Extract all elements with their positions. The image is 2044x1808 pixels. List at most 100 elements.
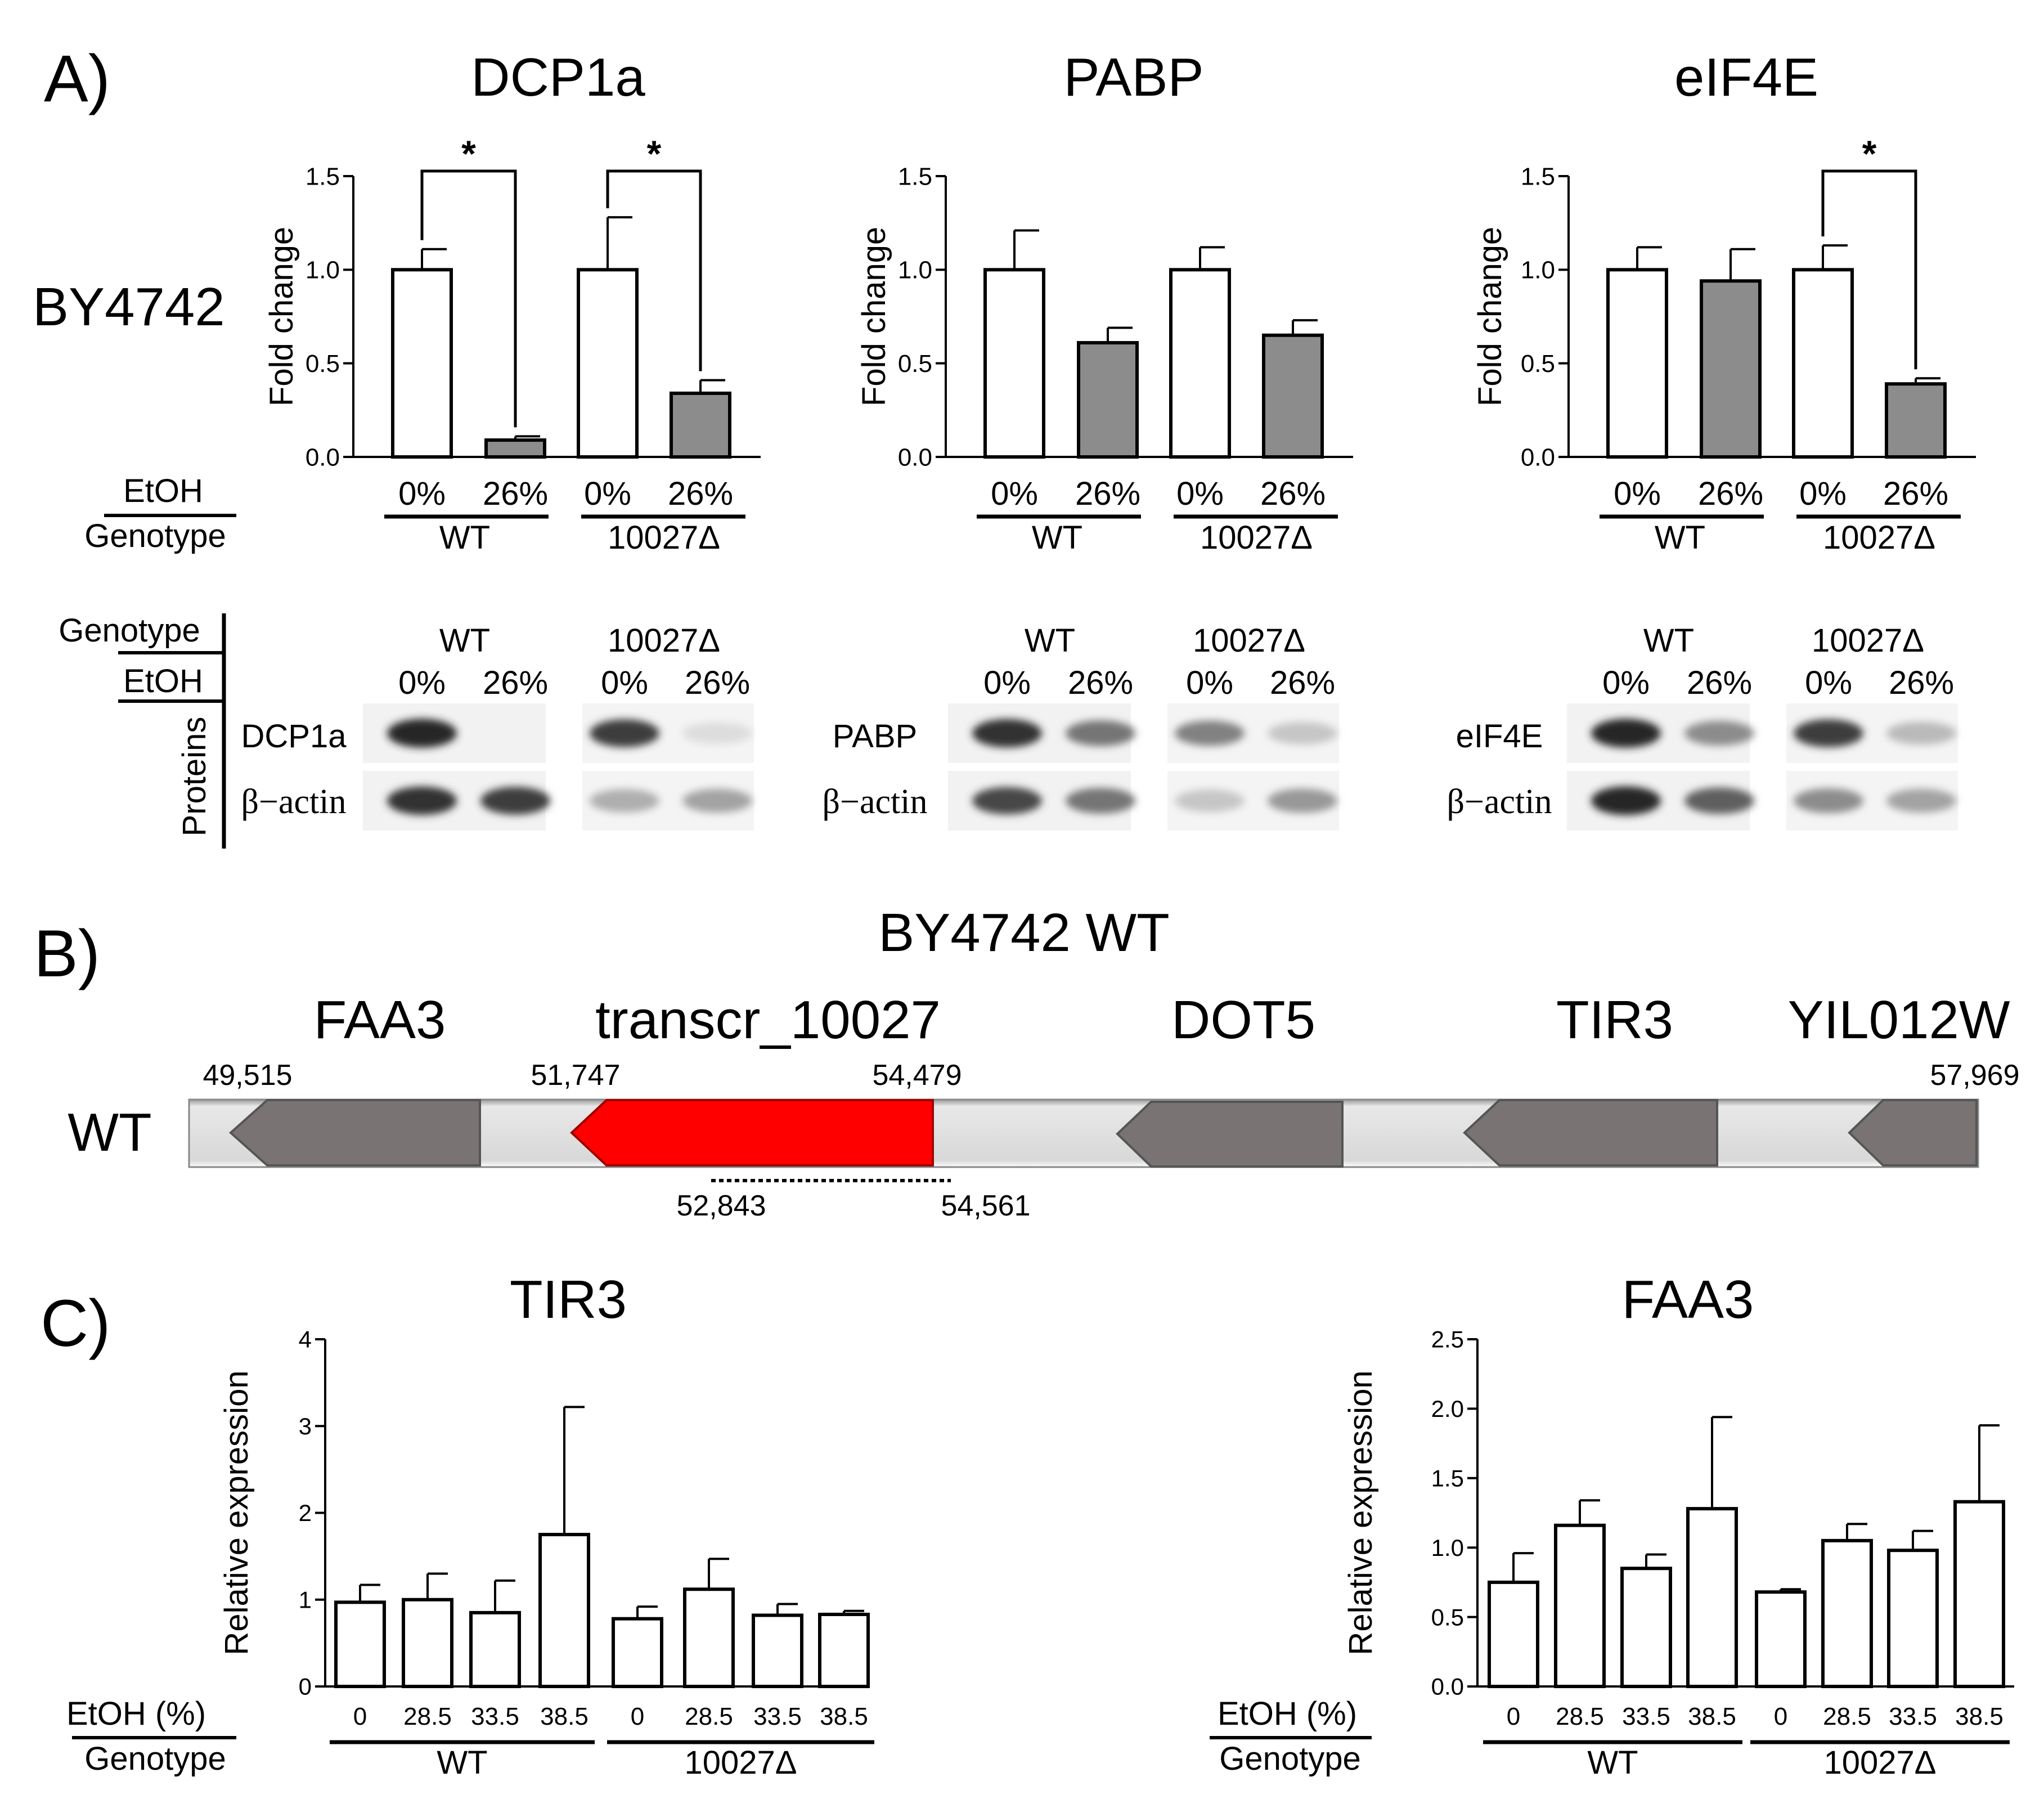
- genotype-row-label: Genotype: [84, 518, 226, 554]
- blot-band: [682, 722, 752, 744]
- bar: [1885, 382, 1947, 459]
- gene-label: DOT5: [1171, 990, 1315, 1050]
- blot-band: [1175, 720, 1245, 746]
- y-tick-label: 2: [299, 1500, 312, 1526]
- blot-band: [972, 787, 1042, 815]
- blot-band: [387, 786, 457, 815]
- y-tick-label: 1.0: [1431, 1535, 1464, 1561]
- category-label: 33.5: [1889, 1703, 1937, 1730]
- bar: [469, 1610, 521, 1688]
- y-tick-label: 1.0: [1521, 257, 1555, 284]
- blot-band: [1175, 789, 1245, 812]
- significance-star: *: [647, 133, 662, 174]
- category-label: 26%: [483, 475, 548, 512]
- etoh-percent-row-label: EtOH (%): [66, 1695, 206, 1732]
- bar: [1953, 1500, 2005, 1689]
- bar: [402, 1598, 453, 1688]
- y-tick-label: 0.0: [1521, 443, 1555, 471]
- blot-lane-label: 0%: [1602, 665, 1650, 701]
- y-tick-label: 1.5: [898, 163, 932, 190]
- category-label: 38.5: [540, 1703, 589, 1730]
- y-tick-label: 0: [299, 1674, 312, 1700]
- bar: [752, 1613, 803, 1688]
- chart-tir3: TIR3 Relative expression 0 1 2 3 4 0 28.5 33.5 38.…: [218, 1269, 874, 1781]
- blot-genotype-label: Genotype: [59, 612, 200, 649]
- y-axis-label: Fold change: [263, 227, 300, 406]
- blot-group-label-wt: WT: [1643, 622, 1694, 659]
- blot-protein-label: PABP: [833, 718, 917, 755]
- chart-title: FAA3: [1622, 1269, 1754, 1330]
- y-axis-label: Fold change: [1472, 227, 1508, 406]
- bar: [391, 268, 453, 459]
- group-label-ko: 10027Δ: [608, 519, 720, 556]
- category-label: 33.5: [471, 1703, 519, 1730]
- blot-eif4e: WT 10027Δ 0% 26% 0% 26% eIF4E β−actin: [1447, 622, 1958, 831]
- blot-band: [1886, 721, 1956, 745]
- gene-arrow-tir3: [1463, 1099, 1718, 1167]
- blot-band: [480, 787, 550, 815]
- gene-label: YIL012W: [1788, 990, 2010, 1050]
- blot-band: [387, 719, 457, 748]
- category-label: 28.5: [1823, 1703, 1871, 1730]
- y-axis-label: Fold change: [856, 227, 892, 406]
- group-label-wt: WT: [1032, 519, 1082, 556]
- bar: [1887, 1549, 1939, 1688]
- blot-group-label-ko: 10027Δ: [1193, 622, 1305, 659]
- category-label: 0%: [1799, 475, 1847, 512]
- bar: [670, 391, 731, 459]
- category-label: 26%: [1260, 475, 1326, 512]
- y-tick-label: 0.5: [898, 350, 932, 378]
- blot-loading-label: β−actin: [823, 783, 928, 821]
- blot-lane-label: 0%: [1186, 665, 1233, 701]
- bar: [683, 1587, 735, 1688]
- gene-label: TIR3: [1556, 990, 1673, 1050]
- significance-star: *: [461, 133, 476, 174]
- chart-title: DCP1a: [471, 47, 645, 107]
- blot-band: [1066, 720, 1135, 746]
- bar: [1755, 1590, 1807, 1689]
- bar: [612, 1617, 663, 1689]
- blot-lane-label: 0%: [601, 665, 648, 701]
- chart-title: TIR3: [510, 1269, 627, 1330]
- bar: [1700, 279, 1762, 459]
- blot-etoh-label: EtOH: [123, 663, 203, 699]
- group-label-ko: 10027Δ: [684, 1744, 797, 1781]
- blot-band: [1794, 788, 1863, 813]
- significance-bracket: [1821, 169, 1917, 370]
- coord-deletion-end: 54,561: [941, 1190, 1030, 1222]
- gene-arrow-dot5: [1116, 1101, 1344, 1168]
- bar: [1821, 1538, 1873, 1689]
- blot-band: [1268, 788, 1337, 813]
- chart-eif4e: eIF4E Fold change 0.0 0.5 1.0 1.5 0% 26% 0% 26% * W…: [1472, 47, 1976, 556]
- gene-arrow-transcr-10027: [570, 1099, 934, 1167]
- blot-lane-label: 0%: [1805, 665, 1852, 701]
- blot-loading-label: β−actin: [1447, 783, 1552, 821]
- etoh-percent-row-label: EtOH (%): [1218, 1695, 1357, 1732]
- blot-lane-label: 26%: [1068, 665, 1133, 701]
- coordinate-labels: 49,515 51,747 54,479 57,969 52,843 54,56…: [203, 1059, 2019, 1222]
- bar: [1488, 1580, 1539, 1688]
- bar: [1792, 268, 1854, 459]
- bar: [334, 1600, 386, 1688]
- y-axis-label: Relative expression: [1342, 1370, 1379, 1655]
- bar: [983, 268, 1045, 459]
- track-label: WT: [68, 1102, 151, 1163]
- bar: [1262, 333, 1324, 459]
- gene-arrow-yil012w: [1848, 1099, 1978, 1167]
- blot-lane-label: 26%: [685, 665, 750, 701]
- coord-transcript-start: 51,747: [531, 1059, 620, 1092]
- blot-band: [1684, 787, 1754, 814]
- bar: [577, 268, 639, 459]
- blot-protein-label: eIF4E: [1456, 718, 1543, 755]
- y-tick-label: 1.5: [306, 163, 340, 190]
- gene-map-title: BY4742 WT: [878, 903, 1170, 963]
- category-label: 0%: [1176, 475, 1224, 512]
- gene-label: FAA3: [314, 990, 446, 1050]
- group-label-ko: 10027Δ: [1823, 519, 1935, 556]
- panel-b-label: B): [34, 917, 100, 991]
- bar: [538, 1533, 590, 1688]
- category-label: 28.5: [1556, 1703, 1604, 1730]
- y-tick-label: 0.0: [306, 443, 340, 471]
- bar: [1554, 1523, 1606, 1688]
- y-tick-label: 1.5: [1431, 1465, 1464, 1492]
